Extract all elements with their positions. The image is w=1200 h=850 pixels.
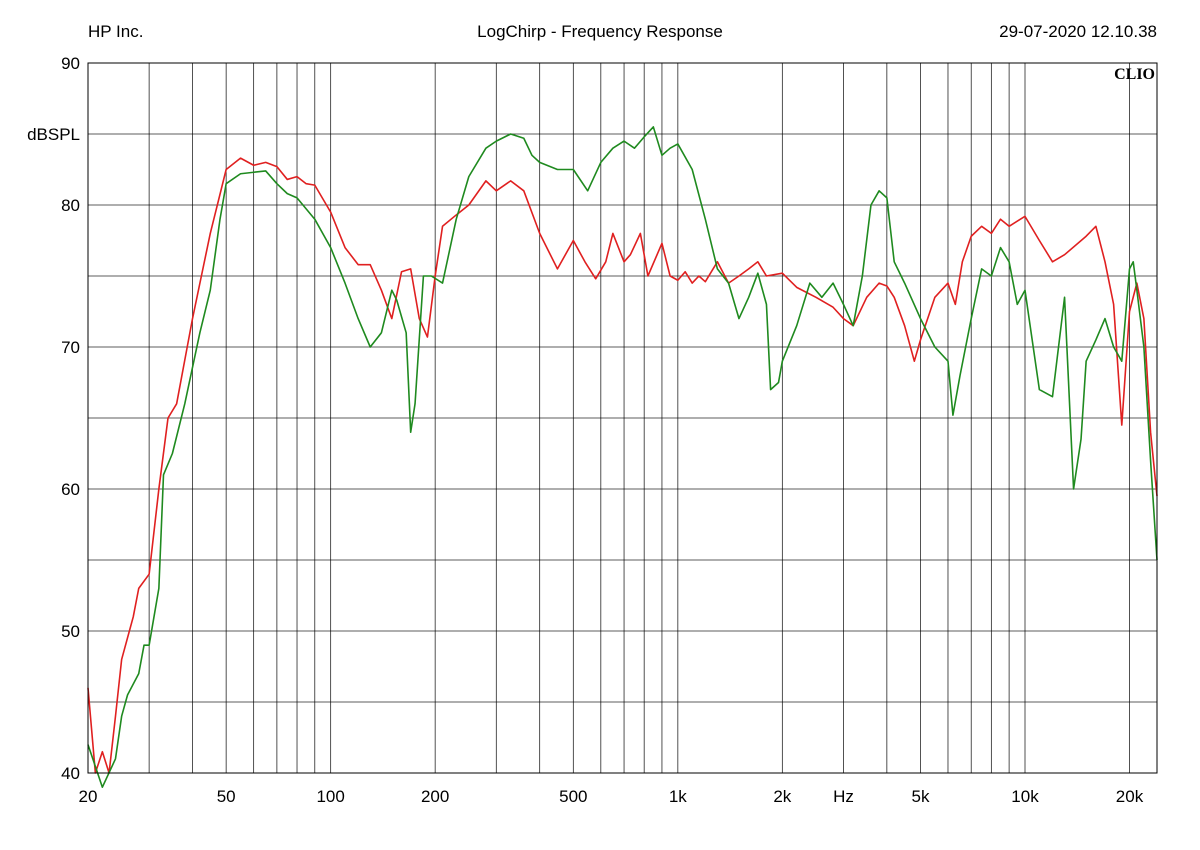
series-line-red (87, 157, 1158, 774)
y-tick-label: 90 (61, 54, 80, 73)
x-tick-label: 2k (773, 787, 791, 806)
y-tick-label: 50 (61, 622, 80, 641)
y-tick-label: 70 (61, 338, 80, 357)
tick-labels: 20 50 100 200 500 1k 2k 5k 10k 20k Hz 90 80 70 60 50 40 d… (27, 54, 1144, 806)
x-tick-label: 200 (421, 787, 449, 806)
plot-frame (87, 62, 1158, 774)
x-tick-label: 500 (559, 787, 587, 806)
x-tick-label: 50 (217, 787, 236, 806)
x-tick-label: 100 (316, 787, 344, 806)
x-tick-label: 5k (912, 787, 930, 806)
header-left-label: HP Inc. (88, 22, 144, 41)
clio-logo: CLIO (1114, 66, 1155, 83)
x-tick-label: 1k (669, 787, 687, 806)
chart-title: LogChirp - Frequency Response (477, 22, 723, 41)
series-layer (87, 126, 1158, 788)
x-tick-label: 20 (79, 787, 98, 806)
grid-lines (88, 63, 1157, 773)
y-tick-label: 60 (61, 480, 80, 499)
timestamp: 29-07-2020 12.10.38 (999, 22, 1157, 41)
series-line-green (87, 126, 1158, 788)
y-tick-label: 80 (61, 196, 80, 215)
x-tick-label: 10k (1011, 787, 1039, 806)
y-tick-label: 40 (61, 764, 80, 783)
x-axis-label: Hz (833, 787, 854, 806)
x-tick-label: 20k (1116, 787, 1144, 806)
y-axis-label: dBSPL (27, 125, 80, 144)
